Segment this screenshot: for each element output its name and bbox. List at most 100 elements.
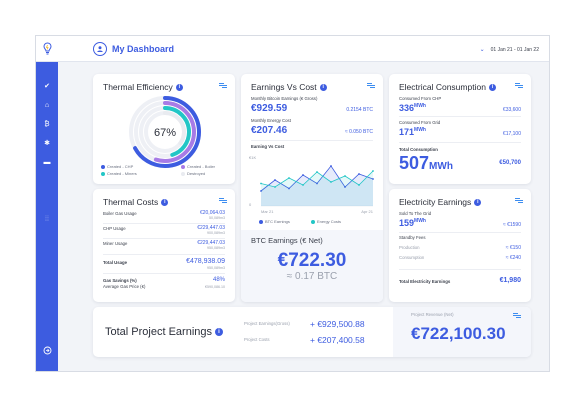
series-point xyxy=(372,178,374,180)
card-title: Thermal Efficiency i xyxy=(103,82,183,92)
info-icon[interactable]: i xyxy=(175,83,183,91)
divider xyxy=(399,269,521,270)
series-point xyxy=(260,182,262,185)
project-costs-label: Project Costs xyxy=(244,337,270,342)
divider xyxy=(399,142,521,143)
series-point xyxy=(344,186,346,188)
efficiency-donut-chart: 67% xyxy=(129,96,201,168)
grid-value: 171MWh xyxy=(399,127,426,137)
ring-chp xyxy=(129,96,201,168)
cost-row-value: €20,064.03 xyxy=(199,210,225,216)
sidebar-home-icon[interactable]: ⌂ xyxy=(44,101,50,109)
chart-title: Earning Vs Cost xyxy=(251,144,285,149)
info-icon[interactable]: i xyxy=(474,198,482,206)
btc-net-btc: ≈ 0.17 BTC xyxy=(286,271,338,282)
grid-eur: €17,100 xyxy=(502,131,521,137)
project-revenue-panel: Project Revenue (Net) €722,100.30 xyxy=(393,307,531,357)
info-icon[interactable]: i xyxy=(488,83,496,91)
chevron-down-icon: ⌄ xyxy=(479,47,485,53)
gas-savings-value: 48% xyxy=(212,277,225,283)
date-range-selector[interactable]: ⌄ 01 Jan 21 - 01 Jan 22 xyxy=(479,46,539,54)
sidebar-bitcoin-icon[interactable]: ₿ xyxy=(44,120,50,128)
legend-item: Energy Costs xyxy=(311,219,341,224)
bitcoin-earnings-btc: 0.2154 BTC xyxy=(346,107,373,113)
card-title: Total Project Earnings i xyxy=(105,326,223,338)
total-electricity-value: €1,980 xyxy=(499,277,521,284)
ring-destroyed xyxy=(144,111,186,153)
total-electricity-label: Total Electricity Earnings xyxy=(399,279,451,284)
electricity-earnings-card: Electricity Earnings i Sold To The Grid 1… xyxy=(389,189,531,302)
card-menu-icon[interactable] xyxy=(515,198,523,204)
energy-cost-value: €207.46 xyxy=(251,125,288,136)
earnings-vs-cost-card: Earnings Vs Cost i Monthly Bitcoin Earnin… xyxy=(241,74,383,302)
project-revenue-value: €722,100.30 xyxy=(411,324,506,343)
user-avatar-icon[interactable] xyxy=(93,42,107,56)
btc-net-panel: BTC Earnings (€ Net) €722.30 ≈ 0.17 BTC xyxy=(241,230,383,302)
card-menu-icon[interactable] xyxy=(513,313,521,319)
sold-label: Sold To The Grid xyxy=(399,211,432,216)
cost-row-value: €229,447.03 xyxy=(197,240,225,246)
series-area-1 xyxy=(261,171,373,206)
cost-row-label: Boiler Gas Usage xyxy=(103,211,137,216)
card-menu-icon[interactable] xyxy=(219,198,227,204)
series-area-0 xyxy=(261,166,373,206)
x-tick-label: Apr 21 xyxy=(361,209,374,214)
ring-boiler xyxy=(134,101,196,163)
divider xyxy=(399,116,521,117)
card-menu-icon[interactable] xyxy=(219,83,227,89)
card-menu-icon[interactable] xyxy=(367,83,375,89)
series-point xyxy=(358,173,360,175)
divider xyxy=(103,254,225,255)
legend-item: Created - Boiler xyxy=(181,164,215,169)
divider xyxy=(103,223,225,224)
x-tick-label: Mar 21 xyxy=(261,209,274,214)
sidebar-collapse-icon[interactable]: ⁞⁞ xyxy=(45,215,49,223)
y-tick-label: €1K xyxy=(249,155,256,160)
divider xyxy=(103,273,225,274)
series-point xyxy=(330,181,332,183)
sidebar-gear-icon[interactable]: ✱ xyxy=(44,139,50,147)
cost-row-label: CHP Usage xyxy=(103,226,126,231)
sold-eur: ≈ €1590 xyxy=(502,222,521,228)
info-icon[interactable]: i xyxy=(161,198,169,206)
info-icon[interactable]: i xyxy=(215,328,223,336)
chp-eur: €33,600 xyxy=(502,107,521,113)
divider xyxy=(399,232,521,233)
energy-cost-label: Monthly Energy Cost xyxy=(251,118,291,123)
card-menu-icon[interactable] xyxy=(515,83,523,89)
card-title: Thermal Costs i xyxy=(103,197,169,207)
y-tick-label: 0 xyxy=(249,202,252,207)
series-point xyxy=(260,190,262,192)
total-usage-sub: 950,089m3 xyxy=(207,266,225,270)
consumption-label: Consumption xyxy=(399,255,425,260)
sidebar-logout-icon[interactable] xyxy=(36,345,58,355)
sidebar-check-icon[interactable]: ✔ xyxy=(44,82,50,90)
sidebar-folder-icon[interactable]: ▬ xyxy=(43,158,51,166)
project-revenue-label: Project Revenue (Net) xyxy=(411,312,454,317)
project-costs-value: + €207,400.58 xyxy=(310,335,365,345)
page-title: My Dashboard xyxy=(112,44,175,54)
info-icon[interactable]: i xyxy=(319,83,327,91)
avg-gas-price-value: €590,086.10 xyxy=(205,285,225,289)
legend-item: Created - Miners xyxy=(101,171,137,176)
top-bar: My Dashboard ⌄ 01 Jan 21 - 01 Jan 22 xyxy=(58,36,549,62)
divider xyxy=(103,238,225,239)
cost-row-label: Miner Usage xyxy=(103,241,128,246)
sold-value: 159MWh xyxy=(399,218,426,228)
total-consumption-value: 507MWh xyxy=(399,153,453,173)
card-title: Electrical Consumption i xyxy=(399,82,496,92)
thermal-efficiency-card: Thermal Efficiency i 67% Created - CHP Cr… xyxy=(93,74,235,184)
divider xyxy=(251,140,373,141)
cost-row-sub: 950,089m3 xyxy=(207,246,225,250)
total-usage-value: €478,938.09 xyxy=(186,258,225,265)
series-point xyxy=(288,187,290,190)
date-range-label: 01 Jan 21 - 01 Jan 22 xyxy=(490,46,539,53)
cost-row-sub: 900,089m3 xyxy=(207,231,225,235)
energy-cost-btc: ≈ 0.050 BTC xyxy=(344,129,373,135)
project-earnings-label: Project Earnings(Gross) xyxy=(244,321,290,326)
bitcoin-earnings-value: €929.59 xyxy=(251,103,288,114)
card-title: Earnings Vs Cost i xyxy=(251,82,327,92)
series-point xyxy=(316,171,318,173)
series-point xyxy=(344,175,346,177)
series-point xyxy=(274,179,276,181)
